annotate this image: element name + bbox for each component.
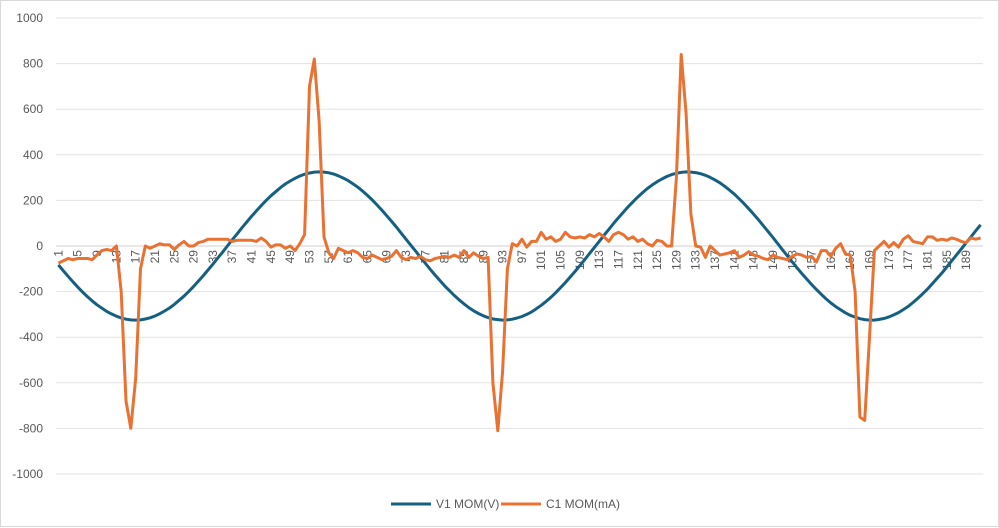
legend-label: V1 MOM(V): [436, 497, 499, 511]
series-line-c1: [57, 53, 981, 433]
x-tick-label: 109: [573, 250, 587, 270]
x-tick-label: 65: [360, 250, 374, 264]
x-tick-label: 133: [689, 250, 703, 270]
y-tick-label: -1000: [12, 467, 43, 481]
y-tick-label: 400: [23, 148, 43, 162]
x-tick-label: 113: [592, 250, 606, 269]
y-tick-label: -800: [19, 421, 43, 435]
x-tick-label: 161: [824, 250, 838, 270]
x-tick-label: 53: [302, 250, 316, 264]
x-tick-label: 17: [129, 250, 143, 264]
legend-item: V1 MOM(V): [391, 497, 499, 511]
gridlines: [56, 17, 983, 475]
x-tick-label: 149: [766, 250, 780, 270]
x-tick-label: 73: [399, 250, 413, 264]
x-tick-label: 125: [650, 250, 664, 270]
x-tick-label: 93: [496, 250, 510, 264]
x-tick-label: 29: [187, 250, 201, 264]
x-tick-label: 121: [631, 250, 645, 270]
x-tick-label: 117: [611, 250, 625, 269]
x-tick-label: 189: [959, 250, 973, 270]
y-tick-label: 600: [23, 102, 43, 116]
x-tick-label: 137: [708, 250, 722, 270]
x-tick-label: 5: [71, 250, 85, 257]
y-tick-label: 0: [36, 239, 43, 253]
y-tick-label: -400: [19, 330, 43, 344]
x-tick-label: 129: [669, 250, 683, 270]
series-line-v1: [57, 170, 982, 322]
x-tick-label: 97: [515, 250, 529, 264]
x-tick-label: 25: [167, 250, 181, 264]
legend: V1 MOM(V) C1 MOM(mA): [391, 497, 620, 511]
x-tick-label: 157: [805, 250, 819, 270]
x-tick-label: 105: [554, 250, 568, 270]
x-tick-label: 177: [901, 250, 915, 270]
x-tick-label: 173: [882, 250, 896, 270]
y-tick-label: 1000: [16, 11, 43, 25]
x-tick-label: 61: [341, 250, 355, 264]
x-tick-label: 1: [51, 250, 65, 257]
x-tick-label: 101: [534, 250, 548, 270]
x-axis-tick-labels: 1 5 9 13 17 21 25 29 33 37 41 45 49 53 57 61 65 69 73 77 81 8…: [51, 250, 973, 270]
x-tick-label: 21: [148, 250, 162, 264]
y-tick-label: 200: [23, 193, 43, 207]
x-tick-label: 49: [283, 250, 297, 264]
x-tick-label: 181: [920, 250, 934, 270]
y-axis-tick-labels: -1000 -800 -600 -400 -200 0 200 400 600 800 1000: [12, 11, 43, 481]
x-tick-label: 41: [245, 250, 259, 264]
x-tick-label: 57: [322, 250, 336, 264]
series-lines: [57, 53, 982, 433]
y-tick-label: -600: [19, 376, 43, 390]
legend-item: C1 MOM(mA): [501, 497, 620, 511]
x-tick-label: 37: [225, 250, 239, 264]
y-tick-label: 800: [23, 57, 43, 71]
x-tick-label: 45: [264, 250, 278, 264]
legend-label: C1 MOM(mA): [546, 497, 620, 511]
y-tick-label: -200: [19, 285, 43, 299]
